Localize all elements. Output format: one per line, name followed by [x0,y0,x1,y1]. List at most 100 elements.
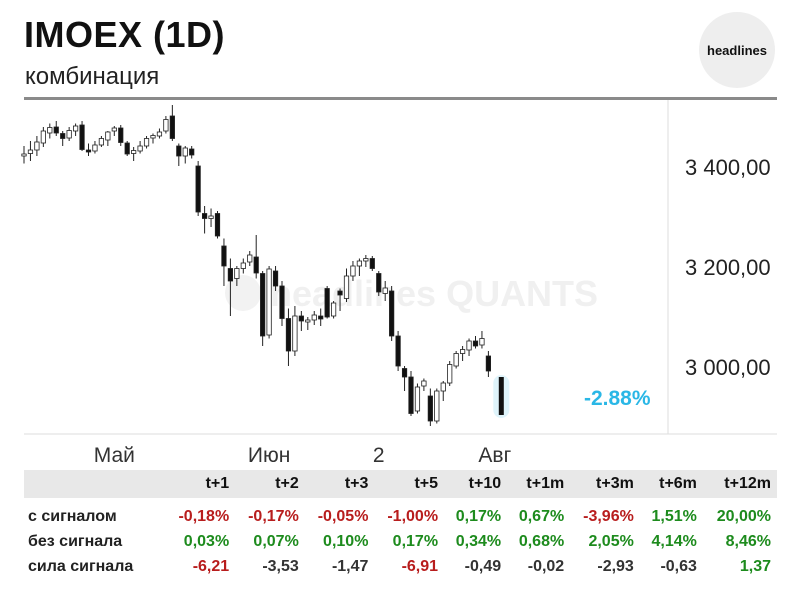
candle-body-down [253,256,259,274]
y-tick-label: 3 000,00 [685,355,771,380]
stats-cell: -0,63 [660,557,697,575]
stats-cell: 20,00% [716,507,771,525]
candle [234,266,240,286]
candle-body-down [260,273,266,337]
candle-body-up [73,125,79,132]
stats-row: с сигналом -0,18% -0,17% -0,05% -1,00% 0,17% 0… [24,498,777,529]
candle-body-down [272,270,279,287]
candle [176,143,182,166]
candle [143,136,150,149]
candle [389,286,395,341]
stats-column-header: t+10 [444,470,508,498]
stats-column-header: t+1 [165,470,236,498]
candle-body-up [111,127,117,132]
candle [214,211,221,239]
candle [363,255,369,267]
candle-body-down [85,149,92,153]
candle-body-down [389,290,395,337]
candle-body-up [47,127,53,134]
candle-body-up [182,147,188,157]
stats-cell: 0,10% [323,532,369,550]
candle [124,141,130,156]
candle [150,133,156,144]
signal-marker: -2.88% [493,375,651,418]
candle [285,308,292,366]
candle-body-up [92,144,98,152]
candle [34,136,40,156]
stats-column-header: t+5 [374,470,445,498]
candle-body-up [447,364,453,384]
candle [47,123,53,139]
candle [60,131,66,146]
candle [298,311,304,331]
stats-header-row: t+1 t+2 t+3 t+5 t+10 t+1m t+3m t+6m t+12m [24,470,777,498]
watermark-text: headlines QUANTS [270,273,598,314]
candle-body-up [150,135,156,139]
stats-column-header: t+3 [304,470,375,498]
candle [447,361,453,386]
candle-body-down [118,127,124,143]
candle [337,288,343,311]
candle-body-up [356,260,363,267]
x-tick-label: Авг [478,444,511,467]
signal-change-label: -2.88% [584,387,651,410]
headlines-logo: headlines [699,12,775,88]
candle-body-up [40,130,46,144]
stats-cell: 0,03% [183,532,230,550]
candle [305,317,311,330]
candle [395,331,401,371]
candle-body-down [214,213,221,237]
candle [163,116,169,134]
stats-cell: -6,21 [192,557,230,575]
stats-cell: 8,46% [725,532,771,550]
candle-body-up [234,268,240,279]
stats-cell: 0,68% [518,532,565,550]
candle-body-down [169,115,175,139]
candles [21,105,492,426]
candle-body-down [472,340,479,347]
stats-cell: -3,53 [262,557,299,575]
candlestick-chart: headlines QUANTS 3 400,00 3 200,00 3 000,0… [21,100,777,467]
candle [466,338,472,356]
stats-column-header: t+1m [507,470,571,498]
y-tick-label: 3 200,00 [685,255,771,280]
candle-body-down [195,165,201,213]
candle-body-down [189,148,195,156]
candle [208,208,214,227]
candle [156,128,163,139]
candle-body-up [466,340,472,351]
candle [472,336,479,349]
candle-body-down [408,376,414,414]
candle [260,271,266,346]
stats-row: сила сигнала -6,21 -3,53 -1,47 -6,91 -0,49 -0,… [24,554,777,579]
stats-cell: -0,02 [527,557,565,575]
stats-row-label: с сигналом [28,507,117,525]
candle-body-up [163,119,169,132]
candle [105,131,111,146]
candle [408,371,414,416]
candle [189,146,195,159]
stats-cell: -6,91 [401,557,439,575]
candle-body-up [305,319,311,323]
candle-body-up [421,380,427,387]
candle [421,378,427,391]
stats-cell: 1,37 [739,557,771,575]
stats-row-label: без сигнала [28,532,123,550]
candle [79,121,85,151]
candle [40,127,46,147]
stats-column-header: t+12m [702,470,777,498]
stats-cell: -3,96% [583,507,634,525]
stats-row: без сигнала 0,03% 0,07% 0,10% 0,17% 0,34% 0,68… [24,529,777,554]
candle-body-down [53,126,59,134]
candle-body-up [34,141,40,151]
chart-title: IMOEX (1D) [24,14,226,55]
candle [330,301,337,319]
candle [343,268,350,302]
stats-cell: -1,47 [331,557,369,575]
candle [485,351,492,377]
candle [324,286,330,319]
candle-body-down [395,335,401,367]
candle [221,238,227,286]
candle [369,256,375,271]
candle-body-up [105,131,111,141]
